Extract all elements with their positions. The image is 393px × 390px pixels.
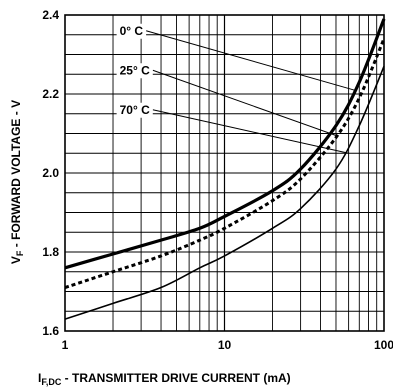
series-line-1 [64, 38, 386, 289]
y-tick-label: 2.4 [42, 8, 59, 22]
y-tick-label: 1.8 [42, 245, 59, 259]
x-tick-label: 1 [62, 338, 69, 352]
y-axis-subscript: F [15, 250, 25, 256]
y-tick-label: 2.0 [42, 166, 59, 180]
y-axis-symbol: V [9, 256, 23, 264]
curves [64, 18, 386, 320]
annotation-pointer-2 [152, 109, 349, 154]
series-line-0 [64, 18, 386, 270]
y-tick-label: 2.2 [42, 87, 59, 101]
annotation-box-2 [116, 102, 153, 118]
annotation-pointer-0 [145, 30, 355, 91]
tick-labels: 1.6 1.8 2.0 2.2 2.4 1 10 100 [42, 8, 393, 352]
annotations: 0° C 25° C 70° C [116, 23, 355, 154]
annotation-box-0 [116, 23, 147, 39]
annotation-label-1: 25° C [120, 63, 150, 77]
x-tick-label: 100 [374, 338, 393, 352]
plot-border [64, 14, 385, 332]
annotation-pointer-1 [152, 69, 337, 136]
annotation-label-0: 0° C [120, 24, 144, 38]
x-axis-label: IF,DC - TRANSMITTER DRIVE CURRENT (mA) [38, 371, 291, 387]
series-line-2 [64, 66, 385, 320]
x-axis-text: - TRANSMITTER DRIVE CURRENT (mA) [61, 371, 290, 385]
plot-frame [64, 14, 385, 332]
x-tick-label: 10 [218, 338, 232, 352]
x-axis-symbol: I [38, 371, 41, 385]
x-axis-subscript: F,DC [41, 377, 62, 387]
annotation-label-2: 70° C [120, 103, 150, 117]
y-tick-label: 1.6 [42, 324, 59, 338]
annotation-box-1 [116, 63, 153, 79]
y-axis-text: - FORWARD VOLTAGE - V [9, 100, 23, 251]
grid [65, 15, 384, 331]
y-axis-label: VF - FORWARD VOLTAGE - V [9, 100, 25, 264]
